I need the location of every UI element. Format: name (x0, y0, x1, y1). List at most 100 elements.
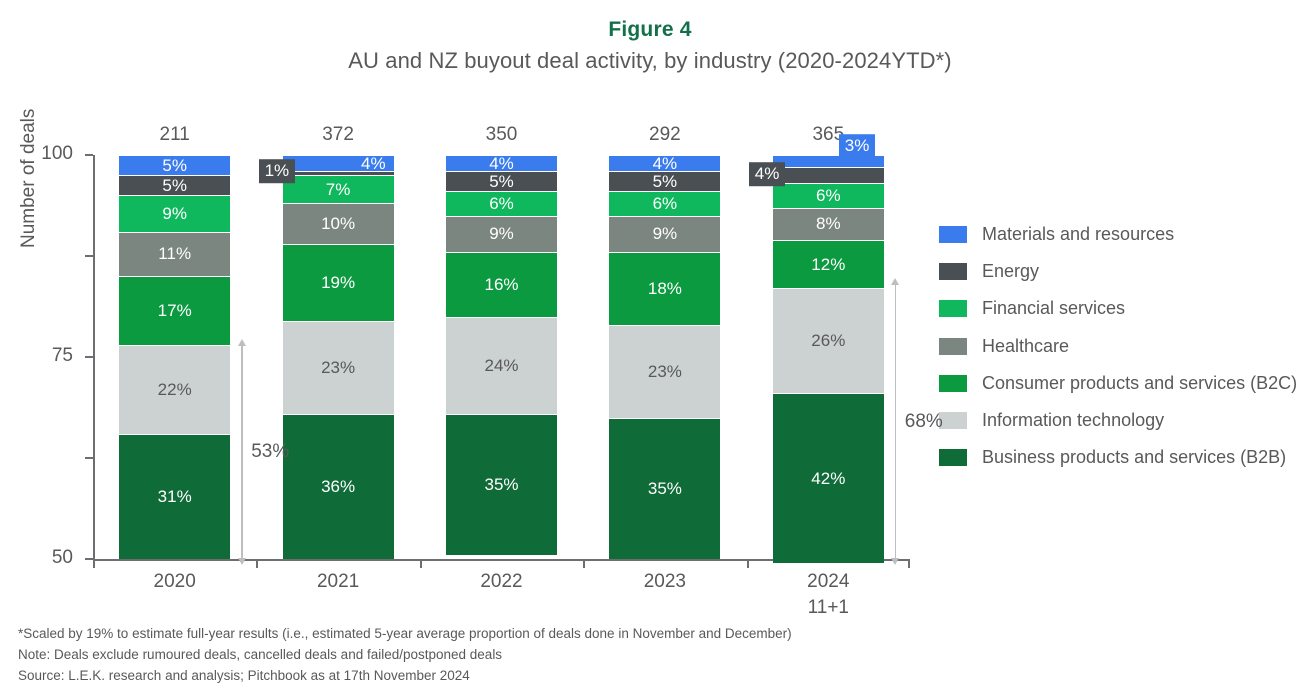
segment-value-label: 31% (157, 486, 192, 506)
legend: Materials and resources Energy Financial s… (939, 216, 1297, 476)
segment-callout-label: 1% (258, 159, 296, 183)
segment-callout-label: 4% (748, 162, 786, 186)
bar-segment[interactable]: 42% (772, 393, 884, 564)
legend-item[interactable]: Information technology (939, 402, 1289, 439)
bar-segment[interactable]: 5% (119, 155, 231, 176)
x-axis-line (93, 559, 910, 561)
bar-segment[interactable]: 4% (609, 154, 721, 173)
bar-segment[interactable]: 5% (609, 171, 721, 192)
bar-segment[interactable]: 5% (446, 171, 557, 192)
legend-swatch-icon (939, 374, 967, 392)
segment-value-label: 19% (321, 272, 356, 292)
segment-callout-label: 3% (838, 134, 876, 158)
bar-total-label: 365 (812, 124, 845, 145)
bar-segment[interactable]: 1% (258, 159, 394, 183)
bar-segment[interactable]: 16% (446, 251, 557, 317)
y-tick-label: 50 (51, 547, 73, 568)
bar-segment[interactable]: 9% (609, 215, 721, 252)
x-tick-label: 2021 (316, 571, 360, 592)
bar-segment[interactable]: 4% (282, 154, 394, 173)
bar-segment[interactable]: 9% (119, 195, 231, 232)
bar-segment[interactable]: 3% (772, 134, 884, 168)
bar-segment[interactable]: 5% (119, 175, 231, 196)
bar-segment[interactable]: 24% (446, 316, 557, 414)
segment-value-label: 6% (652, 193, 678, 213)
y-tick: 25 (85, 457, 93, 459)
legend-item[interactable]: Business products and services (B2B) (939, 439, 1289, 476)
bar-segment[interactable]: 22% (119, 344, 231, 434)
segment-value-label: 5% (489, 171, 514, 191)
bar-segment[interactable]: 23% (282, 320, 394, 414)
arrow-down-icon (237, 557, 246, 565)
y-tick-label: 100 (41, 143, 73, 164)
bar-segment[interactable]: 7% (282, 175, 394, 204)
bar-segment[interactable]: 35% (446, 413, 557, 555)
x-tick-label: 2020 (153, 571, 196, 592)
segment-value-label: 5% (162, 155, 187, 175)
x-tick-label: 2023 (643, 571, 687, 592)
bar-segment[interactable]: 4% (446, 154, 557, 173)
bar-segment[interactable]: 23% (609, 324, 721, 418)
stacked-bar[interactable]: 365 3% 4% 6% 8% 12% 26% 42% (748, 124, 884, 564)
bar-segment[interactable]: 31% (119, 433, 231, 559)
segment-value-label: 36% (321, 476, 356, 496)
bar-segment[interactable]: 9% (446, 215, 557, 252)
arrow-down-icon (891, 557, 900, 565)
footnote-note: Note: Deals exclude rumoured deals, canc… (18, 647, 503, 663)
bar-segment[interactable]: 6% (446, 191, 557, 216)
y-tick: 50 (52, 356, 93, 568)
bar-segment[interactable]: 19% (282, 243, 394, 321)
segment-value-label: 17% (157, 301, 192, 321)
x-tick (419, 559, 422, 568)
bar-segment[interactable]: 6% (772, 183, 884, 208)
bar-segment[interactable]: 12% (772, 239, 884, 289)
bar-segment[interactable]: 26% (772, 288, 884, 394)
stacked-bar[interactable]: 372 4% 1% 7% 10% 19% 23% 36% (258, 124, 394, 559)
stacked-bar[interactable]: 292 4% 5% 6% 9% 18% 23% 35% (609, 124, 721, 559)
figure-label: Figure 4 (608, 18, 692, 41)
bar-segment[interactable]: 35% (609, 417, 721, 559)
legend-item-label: Consumer products and services (B2C) (982, 372, 1298, 393)
y-tick: 75 (52, 255, 93, 366)
segment-value-label: 22% (157, 379, 192, 399)
segment-value-label: 5% (652, 171, 678, 191)
legend-item-label: Healthcare (982, 335, 1070, 356)
segment-value-label: 6% (489, 193, 514, 213)
stacked-bar[interactable]: 350 4% 5% 6% 9% 16% 24% 35% (446, 124, 557, 559)
y-axis-label: Number of deals (18, 108, 39, 248)
bar-segment[interactable]: 6% (609, 191, 721, 216)
bar-segment[interactable]: 17% (119, 276, 231, 345)
x-tick-label: 2024 11+1 (807, 571, 850, 618)
bar-total-label: 292 (649, 124, 681, 145)
segment-value-label: 7% (325, 179, 351, 199)
legend-item[interactable]: Healthcare (939, 328, 1289, 365)
bar-segment[interactable]: 8% (772, 207, 884, 240)
chart-title: AU and NZ buyout deal activity, by indus… (348, 48, 952, 73)
legend-swatch-icon (939, 263, 967, 281)
segment-value-label: 5% (162, 175, 187, 195)
segment-value-label: 11% (158, 244, 192, 264)
x-tick (746, 559, 749, 568)
legend-item[interactable]: Energy (939, 253, 1289, 290)
bar-segment[interactable]: 18% (609, 251, 721, 325)
footnote-scaled: *Scaled by 19% to estimate full-year res… (18, 626, 792, 642)
bar-segment[interactable]: 36% (282, 413, 394, 559)
x-tick (908, 559, 910, 568)
bar-segment[interactable]: 11% (119, 231, 231, 277)
bar-segment[interactable]: 10% (282, 203, 394, 244)
segment-value-label: 12% (811, 254, 846, 274)
bar-total-label: 350 (485, 124, 518, 145)
legend-item[interactable]: Materials and resources (939, 216, 1289, 253)
segment-value-label: 35% (647, 478, 682, 498)
bar-total-label: 372 (322, 124, 354, 145)
stacked-bar[interactable]: 211 5% 5% 9% 11% 17% 22% 31% (119, 124, 231, 559)
legend-item[interactable]: Consumer products and services (B2C) (939, 365, 1297, 402)
legend-swatch-icon (939, 226, 967, 244)
segment-value-label: 23% (321, 357, 356, 377)
legend-item[interactable]: Financial services (939, 290, 1289, 327)
bar-segment[interactable]: 4% (748, 162, 884, 186)
legend-swatch-icon (939, 337, 967, 355)
segment-value-label: 26% (811, 331, 846, 351)
annotation-label: 53% (251, 440, 290, 462)
segment-value-label: 24% (484, 355, 519, 375)
